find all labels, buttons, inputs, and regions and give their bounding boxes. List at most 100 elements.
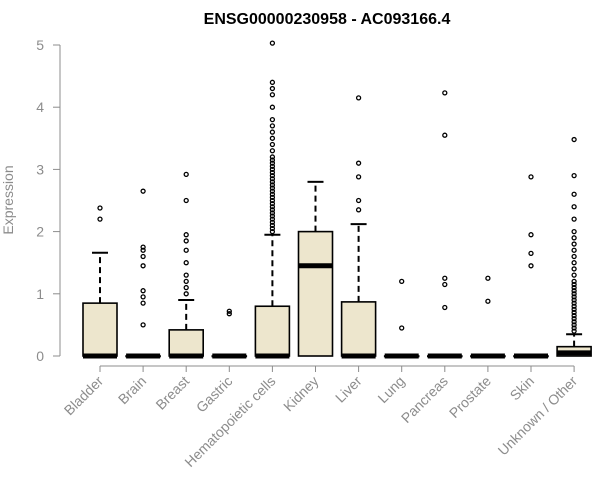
outlier-point	[140, 188, 146, 194]
outlier-point	[269, 191, 276, 197]
outlier-point	[183, 238, 189, 244]
outlier-point	[571, 191, 577, 197]
outlier-point	[571, 288, 577, 294]
y-tick-label: 1	[36, 286, 44, 302]
outlier-point	[269, 160, 276, 166]
outlier-point	[269, 222, 276, 229]
outlier-point	[571, 253, 577, 260]
box-iqr	[340, 301, 377, 357]
outlier-point	[269, 141, 276, 148]
y-tick-label: 5	[36, 37, 44, 53]
x-tick-label: Liver	[332, 373, 365, 406]
outlier-point	[571, 312, 577, 319]
x-tick-label: Kidney	[280, 373, 322, 415]
outlier-point	[571, 216, 577, 222]
outlier-point	[226, 311, 232, 317]
outlier-point	[269, 182, 276, 188]
outlier-point	[183, 232, 189, 238]
outlier-point	[571, 316, 577, 322]
x-tick-label: Prostate	[446, 373, 494, 421]
outlier-point	[571, 204, 577, 210]
outlier-point	[269, 204, 276, 210]
outlier-point	[571, 325, 577, 331]
outlier-point	[269, 166, 276, 173]
outlier-point	[269, 207, 276, 213]
outlier-point	[269, 116, 276, 123]
outlier-point	[269, 200, 276, 207]
outlier-point	[571, 297, 577, 303]
outlier-point	[355, 95, 362, 101]
box-iqr	[297, 230, 334, 357]
outlier-point	[571, 235, 577, 241]
x-tick-label: Brain	[115, 373, 149, 407]
outlier-point	[571, 319, 577, 325]
outlier-point	[140, 247, 146, 253]
outlier-point	[269, 163, 276, 169]
outlier-point	[355, 174, 362, 180]
outlier-point	[183, 284, 189, 291]
outlier-point	[140, 300, 146, 306]
outlier-point	[269, 92, 276, 98]
outlier-point	[140, 288, 146, 294]
outlier-point	[571, 284, 577, 291]
outlier-point	[571, 260, 577, 266]
outlier-point	[269, 185, 276, 191]
outlier-point	[571, 291, 577, 297]
outlier-point	[571, 272, 577, 278]
outlier-point	[269, 216, 276, 222]
outlier-point	[571, 303, 577, 309]
outlier-point	[571, 294, 577, 300]
box-iqr	[168, 329, 204, 357]
outlier-point	[183, 247, 189, 253]
outlier-point	[355, 207, 362, 213]
outlier-point	[571, 136, 577, 143]
outlier-point	[442, 275, 448, 281]
outlier-point	[140, 244, 146, 250]
outlier-point	[571, 172, 577, 179]
outlier-point	[183, 291, 189, 297]
outlier-point	[269, 228, 276, 235]
x-tick-label: Gastric	[193, 373, 236, 416]
outlier-point	[269, 135, 276, 141]
outlier-point	[355, 197, 362, 204]
outlier-point	[399, 325, 405, 331]
outlier-point	[269, 148, 276, 154]
outlier-point	[183, 260, 189, 266]
outlier-point	[269, 79, 276, 85]
outlier-point	[485, 275, 491, 281]
y-tick-label: 3	[36, 161, 44, 177]
y-tick-label: 2	[36, 224, 44, 240]
outlier-point	[399, 278, 405, 285]
outlier-point	[226, 308, 232, 314]
y-tick-label: 4	[36, 99, 44, 115]
outlier-point	[571, 300, 577, 306]
outlier-point	[269, 129, 276, 135]
outlier-point	[269, 157, 276, 163]
outlier-point	[571, 281, 577, 288]
outlier-point	[183, 197, 189, 204]
outlier-point	[355, 160, 362, 166]
outlier-point	[528, 263, 534, 269]
outlier-point	[442, 304, 448, 311]
outlier-point	[269, 225, 276, 232]
outlier-point	[269, 188, 276, 194]
outlier-point	[571, 306, 577, 313]
x-tick-label: Bladder	[61, 373, 107, 419]
y-axis-label: Expression	[0, 165, 16, 234]
outlier-point	[97, 216, 103, 222]
outlier-point	[140, 294, 146, 300]
outlier-point	[571, 328, 577, 334]
outlier-point	[140, 322, 146, 328]
outlier-point	[442, 90, 448, 96]
y-tick-label: 0	[36, 348, 44, 364]
x-tick-label: Skin	[507, 373, 538, 404]
outlier-point	[183, 278, 189, 285]
outlier-point	[269, 213, 276, 219]
outlier-point	[442, 281, 448, 288]
outlier-point	[269, 176, 276, 182]
outlier-point	[269, 194, 276, 201]
outlier-point	[269, 40, 276, 46]
outlier-point	[140, 253, 146, 260]
